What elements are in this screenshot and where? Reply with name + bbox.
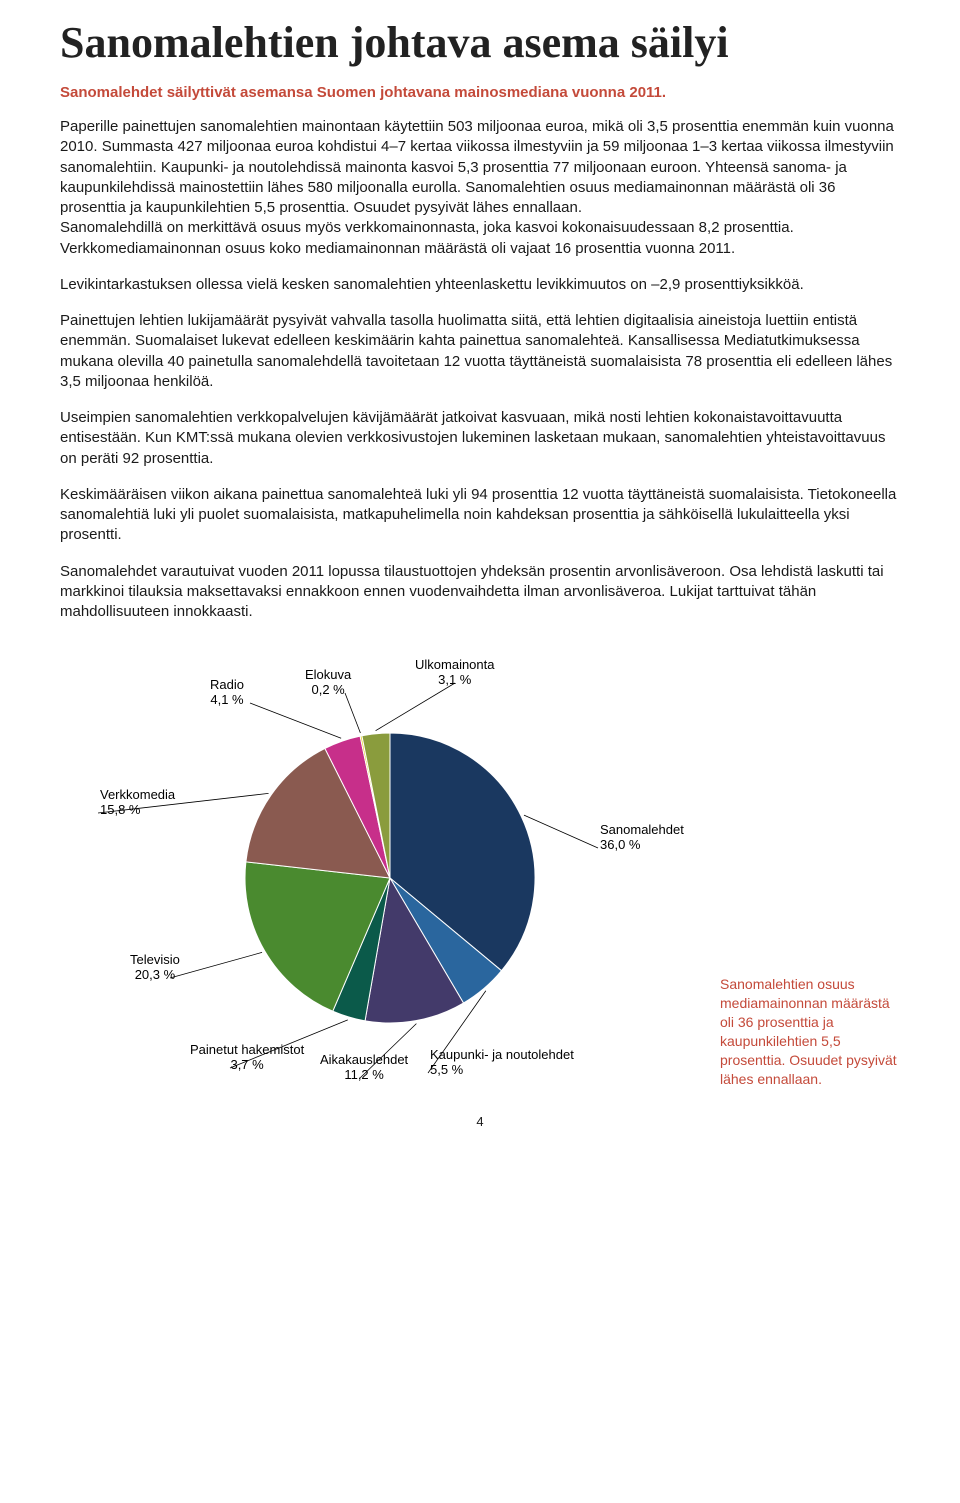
pie-leader-line (376, 683, 455, 731)
pie-label: Televisio20,3 % (130, 952, 180, 982)
pie-label: Ulkomainonta3,1 % (415, 657, 495, 687)
pie-label: Radio4,1 % (210, 677, 244, 707)
body-paragraph: Sanomalehdet varautuivat vuoden 2011 lop… (60, 562, 900, 623)
pie-label: Aikakauslehdet11,2 % (320, 1052, 408, 1082)
body-paragraph: Useimpien sanomalehtien verkkopalvelujen… (60, 408, 900, 469)
page-number: 4 (60, 1114, 900, 1129)
pie-leader-line (250, 703, 341, 738)
pie-label: Elokuva0,2 % (305, 667, 351, 697)
pie-label: Painetut hakemistot3,7 % (190, 1042, 304, 1072)
chart-callout: Sanomalehtien osuus mediamainonnan määrä… (720, 975, 900, 1088)
pie-label: Verkkomedia15,8 % (100, 787, 175, 817)
pie-leader-line (524, 816, 598, 849)
body-paragraph: Painettujen lehtien lukijamäärät pysyivä… (60, 311, 900, 392)
body-paragraph: Keskimääräisen viikon aikana painettua s… (60, 485, 900, 546)
pie-leader-line (170, 953, 262, 979)
body-paragraph: Paperille painettujen sanomalehtien main… (60, 117, 900, 259)
subtitle: Sanomalehdet säilyttivät asemansa Suomen… (60, 84, 900, 101)
pie-chart-region: Sanomalehdet36,0 % Kaupunki- ja noutolehd… (60, 638, 900, 1098)
pie-leader-line (345, 693, 360, 733)
page-title: Sanomalehtien johtava asema säilyi (60, 20, 900, 66)
pie-label: Sanomalehdet36,0 % (600, 822, 684, 852)
pie-chart-svg (60, 638, 700, 1098)
pie-chart: Sanomalehdet36,0 % Kaupunki- ja noutolehd… (60, 638, 700, 1098)
pie-label: Kaupunki- ja noutolehdet5,5 % (430, 1047, 574, 1077)
body-paragraph: Levikintarkastuksen ollessa vielä kesken… (60, 275, 900, 295)
